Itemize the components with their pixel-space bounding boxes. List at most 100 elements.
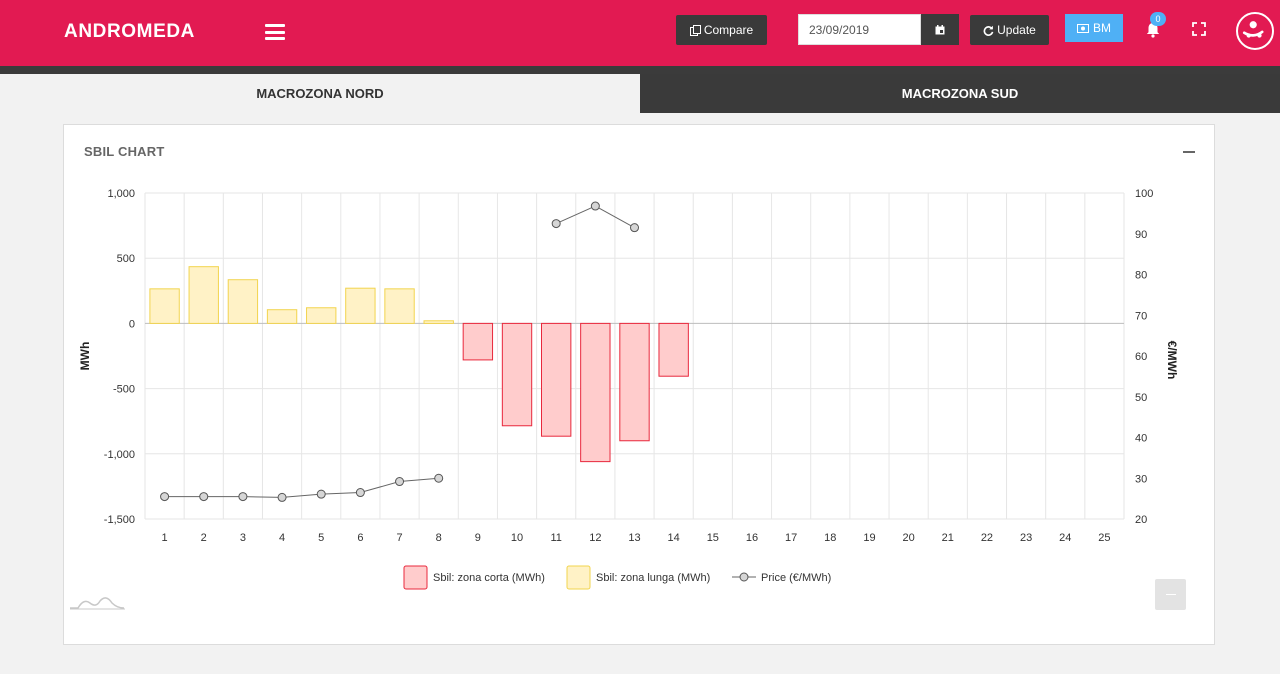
compare-button[interactable]: Compare: [676, 15, 767, 45]
update-button[interactable]: Update: [970, 15, 1049, 45]
chart-axes: 1,000 500 0 -500 -1,000 -1,500 100 90 80 70 60 50 40…: [78, 188, 1179, 544]
x-axis-tick-label: 8: [436, 532, 442, 544]
chart-watermark-icon: [70, 597, 125, 610]
right-axis-tick-label: 40: [1135, 433, 1147, 445]
chart-bar[interactable]: [658, 322, 689, 377]
x-axis-tick-label: 19: [863, 532, 875, 544]
right-axis-tick-label: 100: [1135, 188, 1153, 200]
right-axis-tick-label: 30: [1135, 473, 1147, 485]
chart-bar[interactable]: [423, 320, 454, 324]
price-point[interactable]: [277, 492, 287, 502]
x-axis-tick-label: 6: [357, 532, 363, 544]
tab-macrozona-sud[interactable]: MACROZONA SUD: [640, 74, 1280, 113]
left-axis-tick-label: -500: [113, 384, 135, 396]
x-axis-tick-label: 12: [589, 532, 601, 544]
x-axis-tick-label: 7: [396, 532, 402, 544]
x-axis-tick-label: 23: [1020, 532, 1032, 544]
chart-price-line: [160, 201, 639, 502]
x-axis-tick-label: 3: [240, 532, 246, 544]
price-point[interactable]: [395, 477, 405, 487]
price-point[interactable]: [160, 492, 170, 502]
chart-bar[interactable]: [345, 287, 376, 324]
x-axis-tick-label: 15: [707, 532, 719, 544]
money-icon: [1077, 23, 1089, 33]
bm-label: BM: [1093, 21, 1111, 35]
app-logo[interactable]: ANDROMEDA: [64, 21, 196, 42]
left-axis-tick-label: 500: [117, 253, 135, 265]
collapse-icon[interactable]: [1183, 151, 1195, 153]
price-point[interactable]: [630, 223, 639, 233]
x-axis-tick-label: 16: [746, 532, 758, 544]
fullscreen-icon[interactable]: [1192, 22, 1206, 36]
chart-bar[interactable]: [619, 322, 650, 442]
chart-legend: Sbil: zona corta (MWh) Sbil: zona lunga (…: [403, 565, 831, 590]
chart-bar[interactable]: [227, 279, 259, 324]
left-axis-tick-label: 0: [129, 318, 135, 330]
tab-macrozona-nord[interactable]: MACROZONA NORD: [0, 74, 640, 113]
panel-title: SBIL CHART: [84, 144, 165, 159]
price-point[interactable]: [434, 473, 444, 483]
price-point[interactable]: [199, 492, 209, 502]
x-axis-tick-label: 14: [668, 532, 680, 544]
legend-swatch-price-point[interactable]: [739, 572, 749, 582]
chart-bar[interactable]: [266, 309, 298, 324]
x-axis-tick-label: 11: [550, 532, 561, 544]
price-point[interactable]: [551, 219, 561, 229]
x-axis-tick-label: 18: [824, 532, 836, 544]
right-axis-tick-label: 60: [1135, 351, 1147, 363]
update-label: Update: [997, 23, 1036, 37]
right-axis-tick-label: 80: [1135, 270, 1147, 282]
copy-icon: [689, 24, 701, 36]
price-point[interactable]: [590, 201, 600, 211]
menu-toggle-icon[interactable]: [265, 24, 285, 40]
x-axis-tick-label: 24: [1059, 532, 1071, 544]
legend-swatch-corta[interactable]: [403, 565, 428, 590]
price-point[interactable]: [355, 488, 365, 498]
x-axis-tick-label: 1: [162, 532, 168, 544]
chart-bar[interactable]: [540, 322, 572, 437]
x-axis-tick-label: 22: [981, 532, 993, 544]
right-axis-title: €/MWh: [1165, 341, 1179, 380]
navbar-divider: [0, 66, 1280, 74]
price-point[interactable]: [238, 492, 248, 502]
chart-bar[interactable]: [501, 322, 533, 427]
x-axis-tick-label: 2: [201, 532, 207, 544]
left-axis-tick-label: 1,000: [107, 188, 135, 200]
legend-label-lunga[interactable]: Sbil: zona lunga (MWh): [596, 572, 710, 584]
x-axis-tick-label: 17: [785, 532, 797, 544]
left-axis-title: MWh: [78, 342, 92, 371]
chart-bar[interactable]: [149, 288, 180, 324]
x-axis-tick-label: 5: [318, 532, 324, 544]
price-point[interactable]: [316, 489, 326, 499]
price-line-segment: [164, 477, 439, 498]
x-axis-tick-label: 10: [511, 532, 523, 544]
chart-bar[interactable]: [384, 288, 415, 324]
refresh-icon: [983, 25, 994, 36]
chart-bar[interactable]: [462, 322, 494, 361]
chart-bar[interactable]: [188, 266, 219, 324]
legend-label-price[interactable]: Price (€/MWh): [761, 572, 831, 584]
left-axis-tick-label: -1,000: [104, 449, 135, 461]
legend-label-corta[interactable]: Sbil: zona corta (MWh): [433, 572, 545, 584]
x-axis-tick-label: 25: [1098, 532, 1110, 544]
bm-button[interactable]: BM: [1065, 14, 1123, 42]
user-avatar-icon[interactable]: [1236, 12, 1274, 50]
x-axis-tick-label: 4: [279, 532, 285, 544]
right-axis-tick-label: 50: [1135, 392, 1147, 404]
date-input[interactable]: [798, 14, 921, 45]
left-axis-tick-label: -1,500: [104, 514, 135, 526]
chart-bar[interactable]: [306, 307, 337, 324]
compare-label: Compare: [703, 23, 754, 37]
calendar-icon: [935, 24, 945, 34]
chart-bars: [149, 266, 689, 463]
legend-swatch-lunga[interactable]: [566, 565, 591, 590]
chart-scroll-top-button[interactable]: [1155, 579, 1186, 610]
x-axis-tick-label: 13: [628, 532, 640, 544]
x-axis-tick-label: 21: [942, 532, 954, 544]
chart-bar[interactable]: [580, 322, 611, 463]
right-axis-tick-label: 70: [1135, 310, 1147, 322]
calendar-button[interactable]: [921, 14, 959, 45]
right-axis-tick-label: 90: [1135, 229, 1147, 241]
x-axis-tick-label: 9: [475, 532, 481, 544]
